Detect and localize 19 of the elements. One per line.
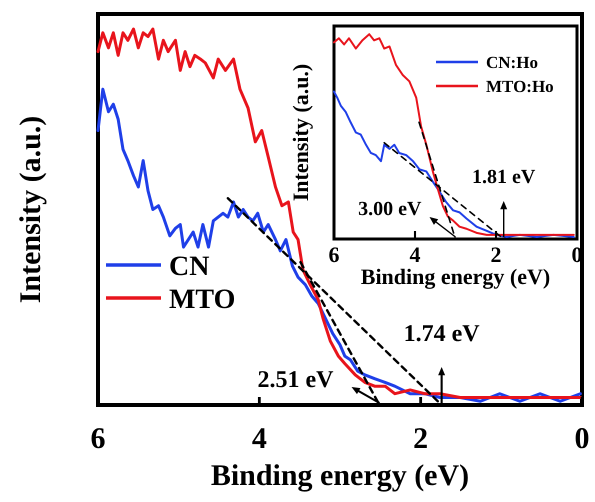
annotation: 3.00 eV: [358, 198, 422, 220]
x-tick-label: 2: [413, 422, 428, 455]
x-tick-label: 2: [490, 242, 502, 267]
annotation: 1.74 eV: [404, 321, 480, 347]
legend-label: MTO:Ho: [486, 76, 554, 96]
x-axis-title: Binding energy (eV): [360, 264, 550, 289]
legend-label: MTO: [169, 284, 236, 315]
y-axis-title: Intensity (a.u.): [14, 116, 47, 304]
legend-label: CN:Ho: [486, 52, 538, 72]
x-tick-label: 0: [574, 422, 590, 455]
y-axis-title: Intensity (a.u.): [288, 64, 313, 202]
x-axis-title: Binding energy (eV): [210, 459, 470, 492]
annotation: 2.51 eV: [258, 367, 334, 393]
x-tick-label: 4: [410, 242, 420, 267]
x-tick-label: 4: [252, 422, 267, 455]
x-tick-label: 6: [90, 422, 106, 455]
legend-label: CN: [169, 250, 210, 282]
annotation: 1.81 eV: [472, 166, 536, 188]
x-tick-label: 6: [328, 242, 340, 267]
